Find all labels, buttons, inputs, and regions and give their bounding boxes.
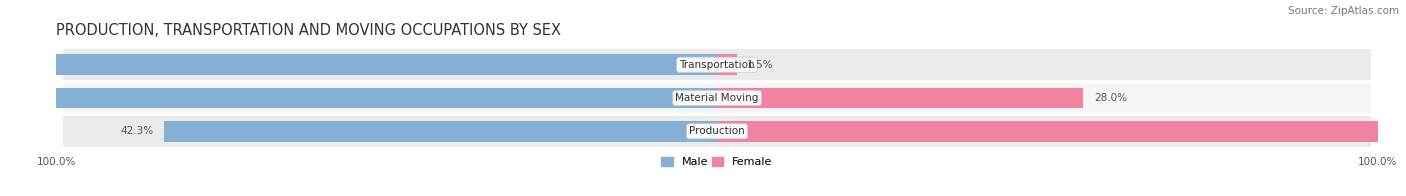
Text: Production: Production: [689, 126, 745, 136]
Bar: [717, 54, 737, 75]
Bar: [163, 121, 717, 142]
Bar: [63, 116, 1371, 147]
Legend: Male, Female: Male, Female: [661, 157, 773, 167]
Text: 42.3%: 42.3%: [120, 126, 153, 136]
Text: Transportation: Transportation: [679, 60, 755, 70]
Bar: [0, 88, 717, 108]
Bar: [717, 121, 1406, 142]
Text: Source: ZipAtlas.com: Source: ZipAtlas.com: [1288, 6, 1399, 16]
Bar: [63, 83, 1371, 113]
Bar: [0, 54, 717, 75]
Text: 28.0%: 28.0%: [1094, 93, 1128, 103]
Bar: [63, 49, 1371, 80]
Text: Material Moving: Material Moving: [675, 93, 759, 103]
Text: 1.5%: 1.5%: [747, 60, 773, 70]
Bar: [717, 88, 1084, 108]
Text: PRODUCTION, TRANSPORTATION AND MOVING OCCUPATIONS BY SEX: PRODUCTION, TRANSPORTATION AND MOVING OC…: [56, 23, 561, 38]
